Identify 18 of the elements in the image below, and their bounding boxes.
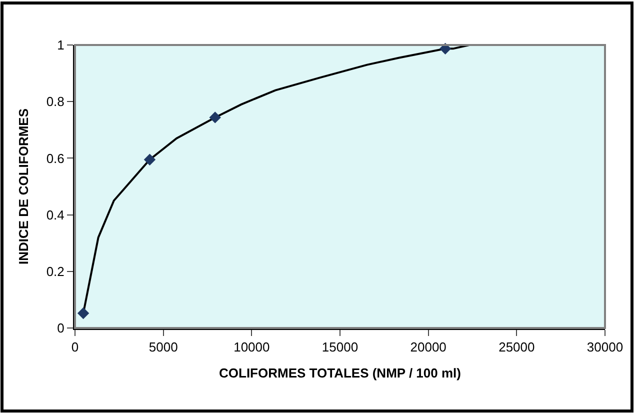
y-tick-label: 0.4 [46,207,64,222]
x-tick-label: 20000 [410,340,446,355]
y-tick-label: 1 [57,38,64,53]
x-tick-label: 5000 [148,340,178,355]
x-axis-title: COLIFORMES TOTALES (NMP / 100 ml) [219,366,461,381]
x-tick-label: 30000 [586,340,624,355]
x-tick-label: 25000 [498,340,535,355]
point [77,307,90,320]
y-tick-label: 0.8 [46,94,64,110]
x-tick-label: 10000 [234,340,270,355]
point [144,154,156,166]
y-tick-label: 0.2 [46,264,64,279]
point [209,112,221,124]
x-tick-label: 15000 [322,340,358,355]
x-tick-label: 0 [71,340,79,355]
y-axis-title: INDICE DE COLIFORMES [16,108,31,265]
y-tick-label: 0 [57,320,64,336]
y-tick-label: 0.6 [46,150,64,166]
